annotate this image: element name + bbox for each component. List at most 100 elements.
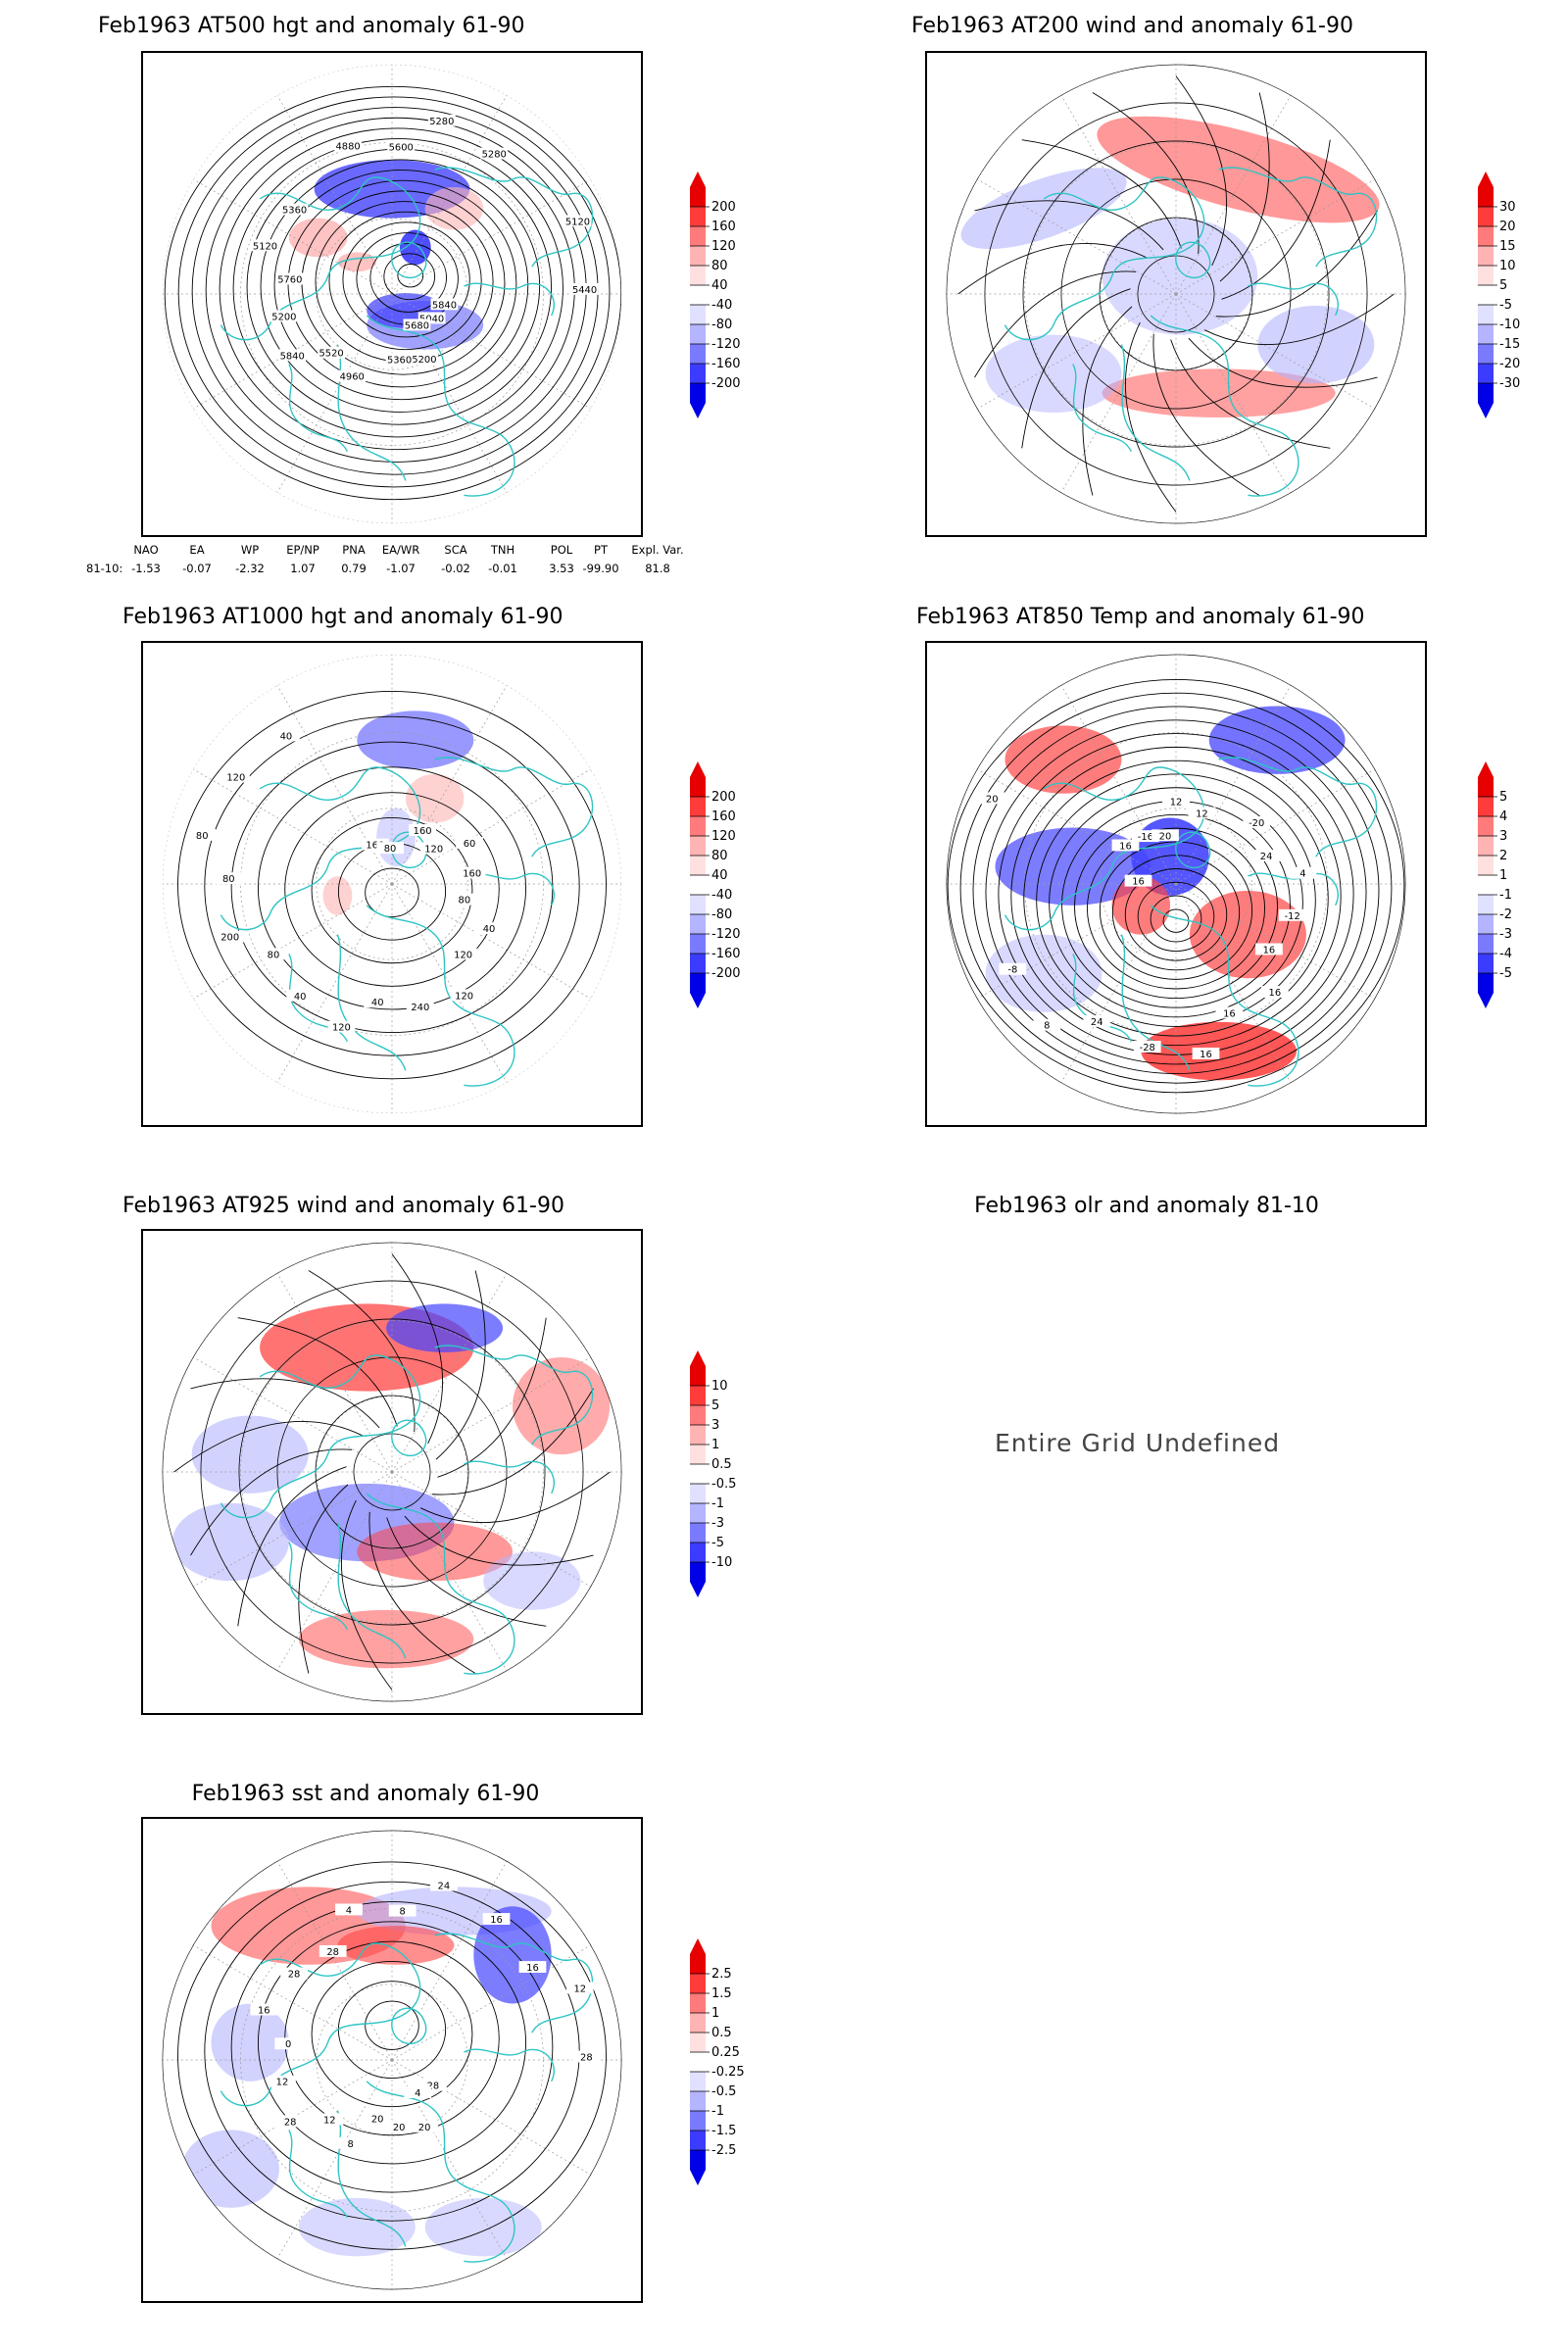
- colorbar-label: -0.5: [711, 2084, 736, 2099]
- contour-label: 28: [284, 2117, 297, 2128]
- contour-label: 40: [483, 924, 496, 935]
- streamline: [974, 200, 1164, 251]
- contour-label-bg: [364, 2112, 392, 2125]
- colorbar-label: 120: [711, 239, 736, 254]
- anomaly-region: [172, 1502, 289, 1582]
- contour-label: 16: [1200, 1050, 1212, 1060]
- colorbar-segment: [1478, 954, 1494, 973]
- colorbar-segment: [690, 383, 706, 403]
- teleconnection-value-5: -1.07: [386, 562, 416, 575]
- colorbar-label: -4: [1499, 947, 1512, 961]
- contour-line: [1137, 881, 1215, 952]
- contour-label-bg: [269, 2075, 296, 2087]
- contour-label: 5840: [432, 300, 457, 311]
- contour-label-bg: [406, 1000, 434, 1012]
- contour-line: [1049, 787, 1303, 1018]
- coastline: [220, 1354, 421, 1519]
- contour-line: [947, 678, 1405, 1094]
- contour-label-bg: [215, 872, 243, 885]
- colorbar-label: 160: [711, 809, 736, 824]
- contour-line: [1010, 746, 1342, 1047]
- teleconnection-value-0: -1.53: [131, 562, 161, 575]
- meridian-line: [1175, 883, 1375, 1000]
- anomaly-region: [424, 2197, 542, 2257]
- teleconnection-table: NAO EA WP EP/NP PNA EA/WR SCA TNH POL PT Expl. Var…: [78, 543, 706, 582]
- colorbar-label: -30: [1499, 376, 1520, 391]
- contour-label: 80: [222, 874, 235, 885]
- streamline: [1092, 92, 1200, 255]
- colorbar-segment: [690, 1543, 706, 1562]
- teleconnection-value-8: 3.53: [549, 562, 574, 575]
- contour-label: 240: [411, 1003, 429, 1013]
- colorbar-label: -3: [711, 1516, 724, 1531]
- anomaly-region: [513, 1356, 611, 1455]
- contour-label-bg: [1162, 795, 1190, 808]
- meridian-line: [193, 768, 393, 885]
- streamline: [237, 1466, 347, 1627]
- colorbar-label: 80: [711, 259, 728, 273]
- colorbar-segment: [690, 2033, 706, 2052]
- contour-line: [1150, 895, 1202, 943]
- contour-label: 40: [280, 731, 293, 742]
- colorbar-label: -40: [711, 298, 732, 313]
- contour-label-bg: [1215, 1006, 1244, 1019]
- colorbar-label: -5: [711, 1536, 724, 1550]
- contour-line: [257, 766, 527, 1010]
- contour-label: 16: [490, 1915, 503, 1926]
- contour-label: 12: [276, 2078, 289, 2088]
- colorbar-segment: [1478, 364, 1494, 383]
- contour-label-bg: [318, 1944, 347, 1957]
- streamline: [190, 1378, 380, 1429]
- contour-label-bg: [1278, 908, 1306, 921]
- contour-label: 5520: [319, 349, 344, 360]
- contour-label-bg: [336, 2136, 365, 2149]
- meridian-line: [276, 293, 393, 493]
- coastline: [366, 905, 515, 1087]
- panel-title-at500: Feb1963 AT500 hgt and anomaly 61-90: [98, 14, 525, 38]
- coastline: [336, 344, 407, 481]
- colorbar-segment: [1478, 285, 1494, 305]
- coastline: [434, 167, 594, 268]
- colorbar-label: 3: [711, 1418, 719, 1433]
- contour-label: 160: [414, 826, 432, 837]
- contour-label: 16: [1223, 1008, 1236, 1019]
- streamline: [1082, 306, 1133, 496]
- anomaly-region: [288, 218, 348, 258]
- contour-label-bg: [388, 1904, 416, 1917]
- contour-label-bg: [216, 930, 244, 943]
- anomaly-region: [1102, 218, 1258, 335]
- colorbar-segment: [690, 1405, 706, 1425]
- colorbar-label: 5: [1499, 790, 1507, 805]
- streamline-ring: [1022, 140, 1330, 448]
- teleconnection-header-4: PNA: [342, 543, 366, 557]
- contour-line: [311, 1960, 473, 2108]
- contour-label-bg: [572, 2050, 601, 2063]
- contour-label: 120: [332, 1023, 351, 1034]
- teleconnection-header-10: Expl. Var.: [631, 543, 684, 557]
- streamline: [957, 243, 1149, 295]
- coastline: [434, 1345, 594, 1446]
- contour-line: [232, 138, 564, 438]
- colorbar-segment: [1478, 914, 1494, 934]
- colorbar-segment: [1478, 856, 1494, 875]
- coastline: [288, 1542, 348, 1631]
- contour-label: 16: [1263, 945, 1276, 956]
- contour-label: 12: [1196, 808, 1208, 819]
- contour-label: 60: [464, 839, 476, 850]
- contour-line: [365, 867, 419, 917]
- teleconnection-value-row: 81-10: -1.53 -0.07 -2.32 1.07 0.79 -1.07 -0.02…: [78, 562, 706, 577]
- map-sst: 28 24 20 16 12 8 4 28 12 16 20 28 28 12 8 4 0 16 20 28: [141, 1817, 643, 2303]
- streamline-ring: [276, 1356, 508, 1588]
- streamline: [435, 1270, 486, 1460]
- teleconnection-header-8: POL: [550, 543, 573, 557]
- colorbar-label: 80: [711, 849, 728, 863]
- streamline-ring: [238, 1318, 546, 1626]
- colorbar-segment: [1478, 383, 1494, 403]
- map-edge: [162, 1830, 622, 2290]
- colorbar-label: -0.5: [711, 1477, 736, 1492]
- coastline: [336, 2110, 407, 2247]
- anomaly-region: [357, 1522, 513, 1582]
- colorbar-label: -40: [711, 888, 732, 903]
- contour-label-bg: [338, 369, 367, 382]
- streamline: [419, 1471, 611, 1523]
